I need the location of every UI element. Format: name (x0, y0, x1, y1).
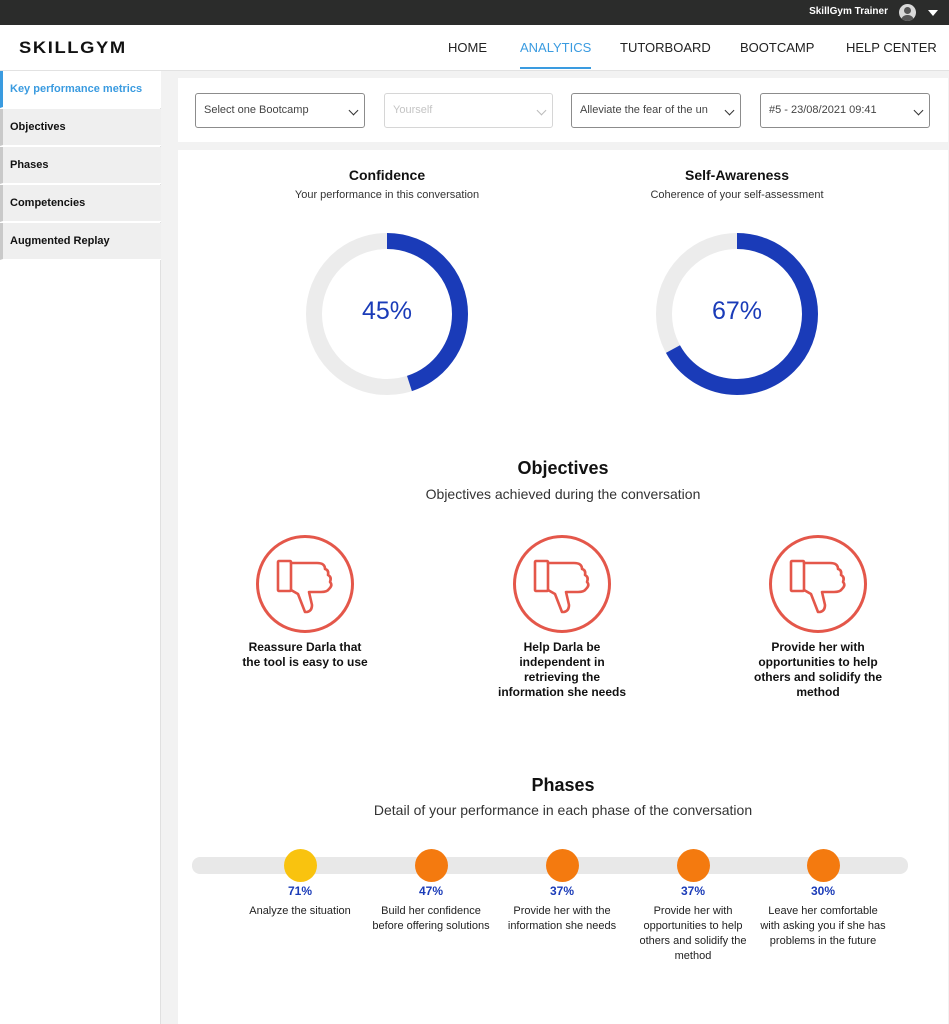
confidence-title: Confidence (348, 167, 426, 183)
confidence-value: 45% (361, 297, 413, 325)
objective-label-2: Help Darla be independent in retrieving … (497, 640, 627, 699)
chevron-down-icon (913, 105, 924, 116)
phase-marker-3 (546, 849, 579, 882)
confidence-subtitle: Your performance in this conversation (294, 189, 480, 201)
skillgym-logo[interactable]: SKILLGYM (19, 38, 127, 57)
phase-label-3: Provide her with the information she nee… (507, 905, 617, 932)
phase-label-5: Leave her comfortable with asking you if… (760, 905, 886, 947)
sidebar-item-objectives[interactable]: Objectives (0, 109, 161, 146)
self-awareness-donut (656, 233, 818, 395)
user-avatar-icon[interactable] (899, 4, 916, 21)
phase-score-4: 37% (680, 884, 706, 898)
user-menu-caret-icon[interactable] (928, 10, 938, 16)
phase-score-5: 30% (810, 884, 836, 898)
filter-bar: Select one Bootcamp Yourself Alleviate t… (178, 78, 948, 142)
sidebar-item-key-performance-metrics[interactable]: Key performance metrics (0, 71, 161, 108)
scenario-select-value: Alleviate the fear of the un (580, 104, 708, 116)
phase-label-2: Build her confidence before offering sol… (372, 905, 490, 932)
user-name[interactable]: SkillGym Trainer (809, 6, 888, 17)
phases-subtitle: Detail of your performance in each phase… (373, 802, 753, 818)
phase-marker-2 (415, 849, 448, 882)
thumbs-down-icon (256, 535, 354, 633)
objectives-title: Objectives (517, 458, 609, 478)
top-bar: SkillGym Trainer (0, 0, 949, 25)
objective-label-1: Reassure Darla that the tool is easy to … (242, 640, 368, 669)
chevron-down-icon (536, 105, 547, 116)
bootcamp-select-value: Select one Bootcamp (204, 104, 309, 116)
session-select-value: #5 - 23/08/2021 09:41 (769, 104, 877, 116)
objectives-subtitle: Objectives achieved during the conversat… (425, 486, 701, 502)
thumbs-down-icon (513, 535, 611, 633)
bootcamp-select[interactable]: Select one Bootcamp (195, 93, 365, 128)
person-select-value: Yourself (393, 104, 433, 116)
phase-score-2: 47% (418, 884, 444, 898)
self-awareness-title: Self-Awareness (684, 167, 789, 183)
nav-tutorboard[interactable]: TUTORBOARD (620, 40, 711, 55)
sidebar-item-augmented-replay[interactable]: Augmented Replay (0, 223, 161, 260)
phases-title: Phases (531, 775, 595, 795)
phase-score-1: 71% (287, 884, 313, 898)
phase-label-1: Analyze the situation (249, 905, 351, 917)
phase-marker-4 (677, 849, 710, 882)
phase-score-3: 37% (549, 884, 575, 898)
self-awareness-subtitle: Coherence of your self-assessment (650, 189, 824, 201)
nav-analytics[interactable]: ANALYTICS (520, 25, 592, 71)
session-select[interactable]: #5 - 23/08/2021 09:41 (760, 93, 930, 128)
chevron-down-icon (724, 105, 735, 116)
nav-bootcamp[interactable]: BOOTCAMP (740, 40, 815, 55)
chevron-down-icon (348, 105, 359, 116)
confidence-donut (306, 233, 468, 395)
donut-arc (656, 233, 818, 395)
phase-marker-1 (284, 849, 317, 882)
main-header: SKILLGYM HOME ANALYTICS TUTORBOARD BOOTC… (0, 25, 949, 71)
sidebar: Key performance metrics Objectives Phase… (0, 71, 161, 1024)
sidebar-item-phases[interactable]: Phases (0, 147, 161, 184)
sidebar-item-competencies[interactable]: Competencies (0, 185, 161, 222)
nav-home[interactable]: HOME (448, 40, 487, 55)
phase-label-4: Provide her with opportunities to help o… (639, 905, 747, 962)
phase-marker-5 (807, 849, 840, 882)
self-awareness-value: 67% (711, 297, 763, 325)
analytics-panel: Confidence Your performance in this conv… (178, 150, 948, 1024)
objective-label-3: Provide her with opportunities to help o… (753, 640, 882, 699)
scenario-select[interactable]: Alleviate the fear of the un (571, 93, 741, 128)
person-select[interactable]: Yourself (384, 93, 553, 128)
donut-arc (306, 233, 468, 395)
nav-help-center[interactable]: HELP CENTER (846, 40, 937, 55)
thumbs-down-icon (769, 535, 867, 633)
